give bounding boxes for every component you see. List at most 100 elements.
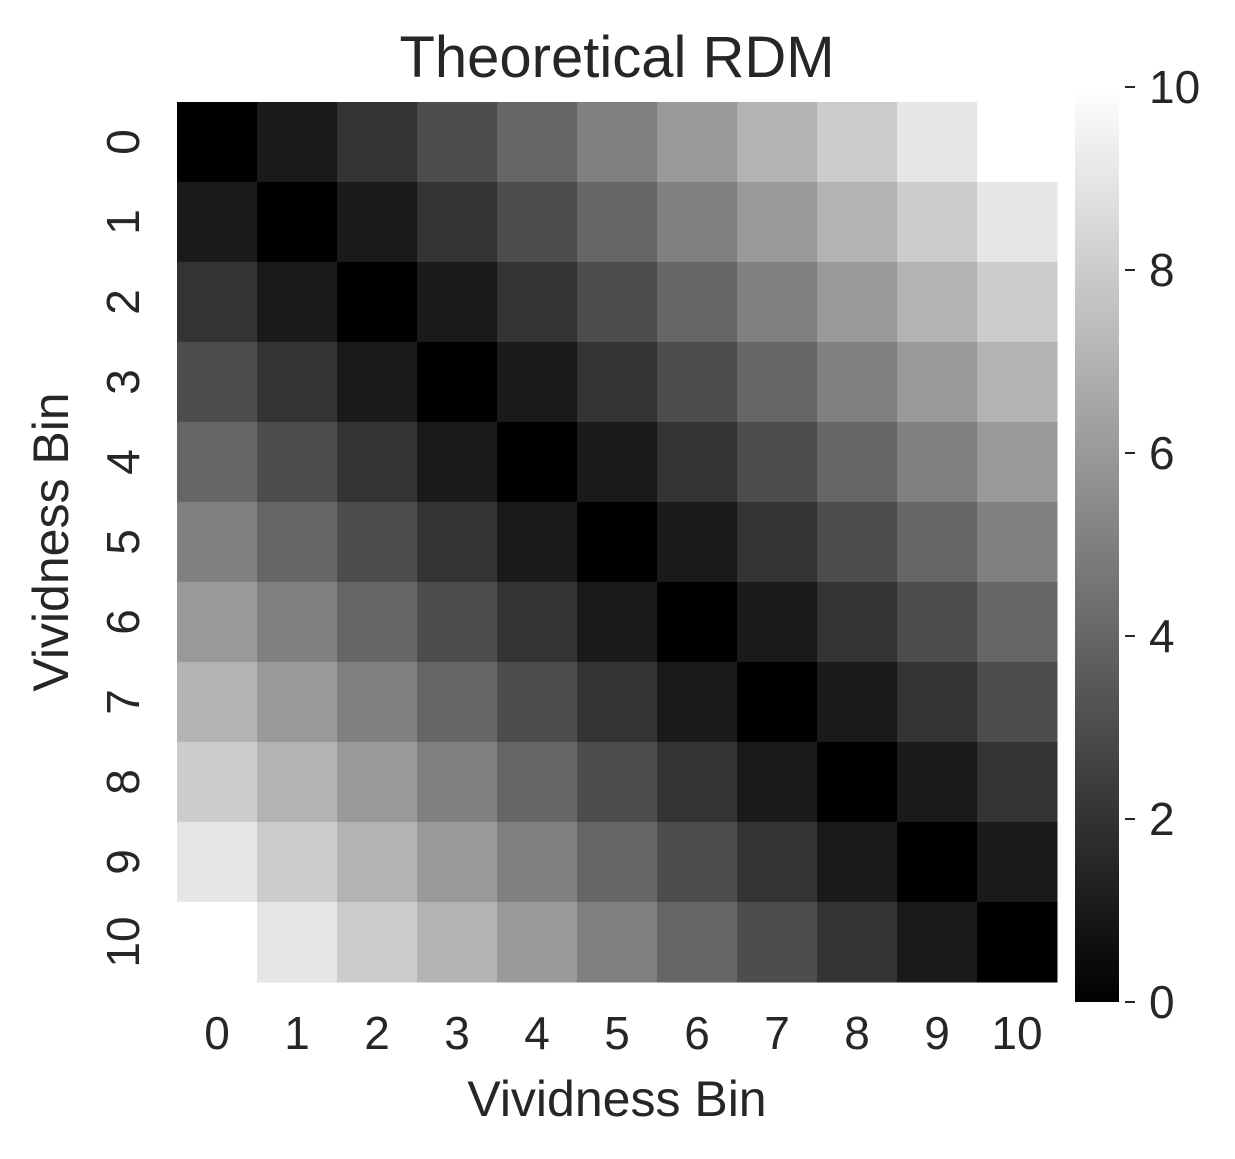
heatmap-cell bbox=[497, 902, 578, 983]
heatmap-cell bbox=[497, 182, 578, 263]
heatmap-cell bbox=[977, 422, 1058, 503]
heatmap-cell bbox=[337, 742, 418, 823]
heatmap-cell bbox=[337, 902, 418, 983]
x-tick-labels: 0 1 2 3 4 5 6 7 8 9 10 bbox=[204, 1007, 1042, 1059]
heatmap-cell bbox=[337, 342, 418, 423]
heatmap-cell bbox=[577, 582, 658, 663]
heatmap-cell bbox=[897, 182, 978, 263]
heatmap-cell bbox=[657, 662, 738, 743]
heatmap-cell bbox=[657, 262, 738, 343]
colorbar-tick-label: 2 bbox=[1149, 793, 1175, 845]
heatmap-cell bbox=[497, 662, 578, 743]
heatmap-cell bbox=[417, 102, 498, 183]
heatmap-cell bbox=[337, 262, 418, 343]
heatmap-cell bbox=[497, 502, 578, 583]
y-tick-label: 1 bbox=[97, 209, 149, 235]
heatmap-cell bbox=[177, 262, 258, 343]
heatmap-cell bbox=[257, 102, 338, 183]
heatmap-cell bbox=[657, 342, 738, 423]
heatmap-cell bbox=[657, 502, 738, 583]
heatmap-cell bbox=[577, 502, 658, 583]
heatmap-cell bbox=[257, 662, 338, 743]
heatmap-cell bbox=[977, 742, 1058, 823]
x-tick-label: 10 bbox=[991, 1007, 1042, 1059]
heatmap-cell bbox=[977, 582, 1058, 663]
heatmap-cell bbox=[497, 582, 578, 663]
x-tick-label: 2 bbox=[364, 1007, 390, 1059]
heatmap-cell bbox=[257, 902, 338, 983]
heatmap-cell bbox=[737, 342, 818, 423]
heatmap-cell bbox=[897, 422, 978, 503]
heatmap-cell bbox=[897, 902, 978, 983]
heatmap-cell bbox=[417, 582, 498, 663]
heatmap-cell bbox=[497, 102, 578, 183]
colorbar-tick-label: 10 bbox=[1149, 61, 1200, 113]
heatmap-cell bbox=[337, 582, 418, 663]
heatmap-cell bbox=[817, 662, 898, 743]
heatmap-cell bbox=[737, 422, 818, 503]
x-axis-label: Vividness Bin bbox=[467, 1071, 766, 1127]
heatmap-cell bbox=[897, 262, 978, 343]
heatmap-cell bbox=[817, 582, 898, 663]
heatmap-cell bbox=[737, 182, 818, 263]
heatmap-cell bbox=[417, 342, 498, 423]
heatmap-cell bbox=[817, 422, 898, 503]
x-tick-label: 6 bbox=[684, 1007, 710, 1059]
heatmap-cell bbox=[497, 342, 578, 423]
x-tick-label: 5 bbox=[604, 1007, 630, 1059]
heatmap-cell bbox=[977, 102, 1058, 183]
colorbar-tick-label: 4 bbox=[1149, 610, 1175, 662]
heatmap-cell bbox=[657, 102, 738, 183]
heatmap-cell bbox=[177, 742, 258, 823]
heatmap-cell bbox=[977, 662, 1058, 743]
heatmap-cell bbox=[817, 262, 898, 343]
heatmap-cell bbox=[577, 182, 658, 263]
heatmap-cell bbox=[977, 822, 1058, 903]
heatmap-cell bbox=[577, 422, 658, 503]
heatmap-cell bbox=[817, 342, 898, 423]
colorbar bbox=[1075, 87, 1119, 1002]
heatmap-cell bbox=[337, 102, 418, 183]
heatmap-cell bbox=[737, 582, 818, 663]
heatmap-cell bbox=[977, 502, 1058, 583]
heatmap-cell bbox=[977, 342, 1058, 423]
heatmap-cell bbox=[177, 902, 258, 983]
heatmap-cell bbox=[657, 182, 738, 263]
heatmap-cell bbox=[657, 582, 738, 663]
heatmap-cell bbox=[417, 822, 498, 903]
heatmap-cell bbox=[737, 742, 818, 823]
y-axis-label: Vividness Bin bbox=[23, 392, 79, 691]
heatmap-cell bbox=[417, 902, 498, 983]
heatmap-cell bbox=[737, 262, 818, 343]
heatmap-cell bbox=[177, 822, 258, 903]
heatmap-cell bbox=[257, 422, 338, 503]
y-tick-labels: 0 1 2 3 4 5 6 7 8 9 10 bbox=[97, 129, 149, 967]
heatmap-cell bbox=[257, 582, 338, 663]
y-tick-label: 8 bbox=[97, 769, 149, 795]
x-tick-label: 1 bbox=[284, 1007, 310, 1059]
heatmap-cell bbox=[897, 662, 978, 743]
y-tick-label: 7 bbox=[97, 689, 149, 715]
heatmap-cell bbox=[657, 742, 738, 823]
heatmap-cell bbox=[977, 182, 1058, 263]
heatmap-cell bbox=[817, 502, 898, 583]
heatmap-cell bbox=[257, 742, 338, 823]
heatmap-cell bbox=[577, 662, 658, 743]
colorbar-tick-label: 8 bbox=[1149, 244, 1175, 296]
heatmap-cell bbox=[737, 102, 818, 183]
heatmap-cell bbox=[337, 502, 418, 583]
heatmap-cell bbox=[417, 422, 498, 503]
heatmap-cell bbox=[897, 742, 978, 823]
heatmap-cell bbox=[417, 502, 498, 583]
y-tick-label: 0 bbox=[97, 129, 149, 155]
heatmap-cell bbox=[257, 502, 338, 583]
heatmap-cell bbox=[337, 662, 418, 743]
heatmap-cell bbox=[897, 102, 978, 183]
y-tick-label: 2 bbox=[97, 289, 149, 315]
heatmap-cell bbox=[257, 342, 338, 423]
heatmap-cell bbox=[657, 902, 738, 983]
heatmap-cell bbox=[177, 102, 258, 183]
x-tick-label: 0 bbox=[204, 1007, 230, 1059]
x-tick-label: 8 bbox=[844, 1007, 870, 1059]
